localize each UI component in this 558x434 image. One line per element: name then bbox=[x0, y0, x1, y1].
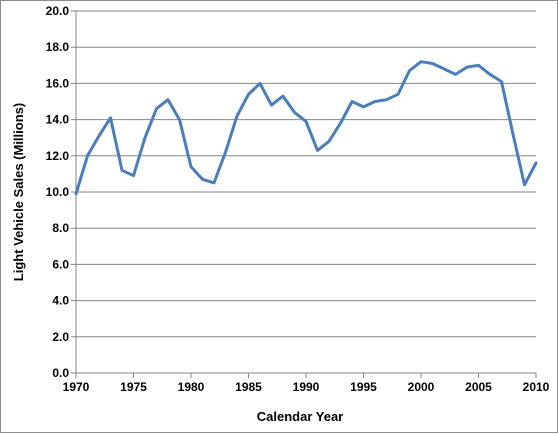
x-tick-labels: 1970 1975 1980 1985 1990 1995 2000 2005 2010 bbox=[63, 380, 550, 394]
x-tick-label: 2005 bbox=[465, 380, 492, 394]
x-axis-title: Calendar Year bbox=[257, 409, 343, 424]
x-tick-label: 1980 bbox=[178, 380, 205, 394]
y-tick-label: 4.0 bbox=[52, 294, 69, 308]
gridlines bbox=[76, 10, 536, 338]
series-line-0 bbox=[74, 60, 538, 196]
y-tick-label: 16.0 bbox=[46, 76, 70, 90]
x-tick-label: 1990 bbox=[293, 380, 320, 394]
x-tick-label: 1975 bbox=[120, 380, 147, 394]
y-tick-label: 0.0 bbox=[52, 366, 69, 380]
y-tick-labels: 0.0 2.0 4.0 6.0 8.0 10.0 12.0 14.0 16.0 18.0 20.0 bbox=[46, 4, 70, 380]
y-axis-title: Light Vehicle Sales (Millions) bbox=[11, 103, 26, 281]
y-tick-label: 14.0 bbox=[46, 113, 70, 127]
y-tick-label: 20.0 bbox=[46, 4, 70, 18]
x-tick-label: 2000 bbox=[408, 380, 435, 394]
y-tick-label: 18.0 bbox=[46, 40, 70, 54]
y-tick-label: 12.0 bbox=[46, 149, 70, 163]
x-tick-label: 1995 bbox=[350, 380, 377, 394]
x-tick-label: 1970 bbox=[63, 380, 90, 394]
y-tick-label: 6.0 bbox=[52, 257, 69, 271]
x-tick-label: 2010 bbox=[523, 380, 550, 394]
y-tick-label: 8.0 bbox=[52, 221, 69, 235]
x-tick-label: 1985 bbox=[235, 380, 262, 394]
y-tick-label: 2.0 bbox=[52, 330, 69, 344]
y-tick-label: 10.0 bbox=[46, 185, 70, 199]
series-group bbox=[74, 60, 538, 196]
